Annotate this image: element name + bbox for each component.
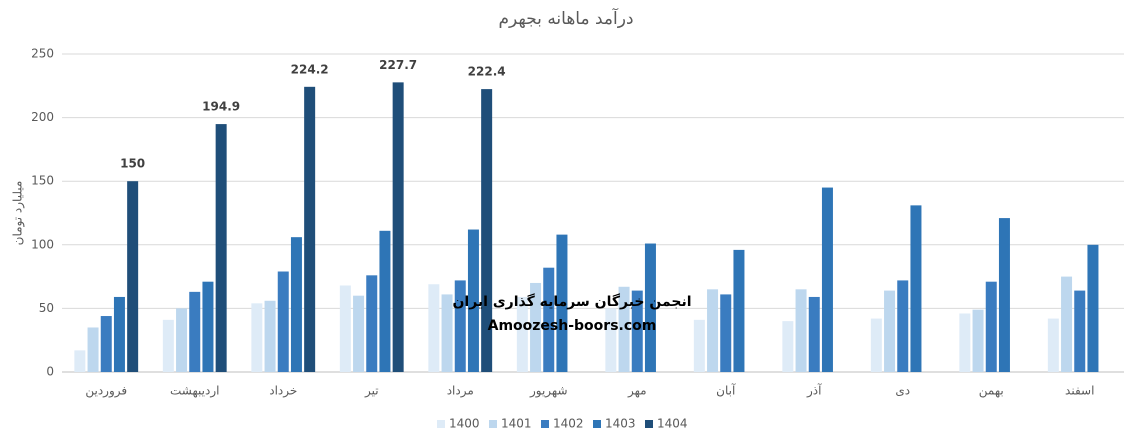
x-tick-label: تیر — [364, 384, 379, 399]
bar — [782, 321, 794, 372]
watermark: انجمن خبرگان سرمایه گذاری ایران — [452, 293, 691, 310]
legend-label: 1403 — [605, 417, 636, 431]
y-tick-label: 250 — [31, 47, 54, 61]
legend-swatch — [541, 420, 549, 428]
bar — [304, 86, 316, 372]
x-tick-label: خرداد — [269, 384, 297, 399]
bar — [808, 296, 820, 372]
data-label: 150 — [120, 157, 145, 171]
x-tick-label: مرداد — [447, 384, 474, 399]
chart-title: درآمد ماهانه بجهرم — [498, 7, 633, 29]
x-tick-label: اسفند — [1065, 384, 1094, 398]
x-tick-label: مهر — [627, 384, 647, 399]
bar — [74, 350, 86, 372]
bar — [870, 318, 882, 372]
bar — [113, 296, 125, 372]
bar — [162, 319, 174, 372]
x-tick-label: دی — [895, 384, 910, 398]
bar — [556, 234, 568, 372]
bar — [910, 205, 922, 372]
bar — [290, 237, 302, 372]
bar — [428, 284, 440, 372]
bar — [100, 316, 112, 372]
y-tick-label: 50 — [39, 301, 54, 315]
data-label: 194.9 — [202, 100, 240, 114]
legend-label: 1404 — [657, 417, 688, 431]
legend-label: 1401 — [501, 417, 532, 431]
x-tick-label: آذر — [806, 383, 822, 399]
bar — [605, 308, 617, 372]
x-tick-label: اردیبهشت — [170, 384, 219, 399]
bar — [543, 267, 555, 372]
x-tick-label: بهمن — [979, 384, 1004, 399]
bar — [392, 82, 404, 372]
bar — [202, 281, 214, 372]
bar — [693, 319, 705, 372]
y-tick-label: 200 — [31, 110, 54, 124]
bar — [454, 280, 466, 372]
bar — [720, 294, 732, 372]
legend-swatch — [593, 420, 601, 428]
bar — [959, 313, 971, 372]
legend-swatch — [489, 420, 497, 428]
bar — [467, 229, 479, 372]
bar — [127, 181, 139, 372]
y-tick-label: 100 — [31, 237, 54, 251]
bar — [87, 327, 99, 372]
x-tick-label: فروردین — [85, 384, 127, 399]
bar — [366, 275, 378, 372]
bar — [353, 295, 365, 372]
bar — [733, 249, 745, 372]
bar — [631, 290, 643, 372]
bar — [707, 289, 719, 372]
bar — [481, 89, 493, 372]
x-tick-label: شهریور — [529, 384, 568, 399]
legend-label: 1400 — [449, 417, 480, 431]
bar — [644, 243, 656, 372]
bar — [821, 187, 833, 372]
y-tick-label: 150 — [31, 174, 54, 188]
data-label: 227.7 — [379, 58, 417, 72]
bar — [264, 300, 276, 372]
bar — [1087, 244, 1099, 372]
legend-swatch — [437, 420, 445, 428]
watermark: Amoozesh-boors.com — [488, 318, 657, 334]
y-tick-label: 0 — [46, 365, 54, 379]
bar — [277, 271, 289, 372]
bar — [176, 308, 188, 372]
bar — [189, 291, 201, 372]
bar — [215, 124, 227, 373]
bar — [972, 309, 984, 372]
x-tick-label: آبان — [716, 383, 736, 398]
bar — [1061, 276, 1073, 372]
bar — [530, 282, 542, 372]
bar — [379, 230, 391, 372]
bar — [1074, 290, 1086, 372]
bar — [441, 294, 453, 372]
bar — [516, 296, 528, 372]
bar — [897, 280, 909, 372]
bar — [1047, 318, 1059, 372]
bar — [339, 285, 351, 372]
bar — [795, 289, 807, 372]
legend-label: 1402 — [553, 417, 584, 431]
bar — [251, 303, 263, 372]
bar — [618, 286, 630, 372]
legend-swatch — [645, 420, 653, 428]
bar — [884, 290, 896, 372]
data-label: 222.4 — [468, 65, 506, 79]
data-label: 224.2 — [291, 62, 329, 76]
bar — [985, 281, 997, 372]
bar — [998, 218, 1010, 372]
y-axis-label: میلیارد تومان — [11, 181, 26, 246]
